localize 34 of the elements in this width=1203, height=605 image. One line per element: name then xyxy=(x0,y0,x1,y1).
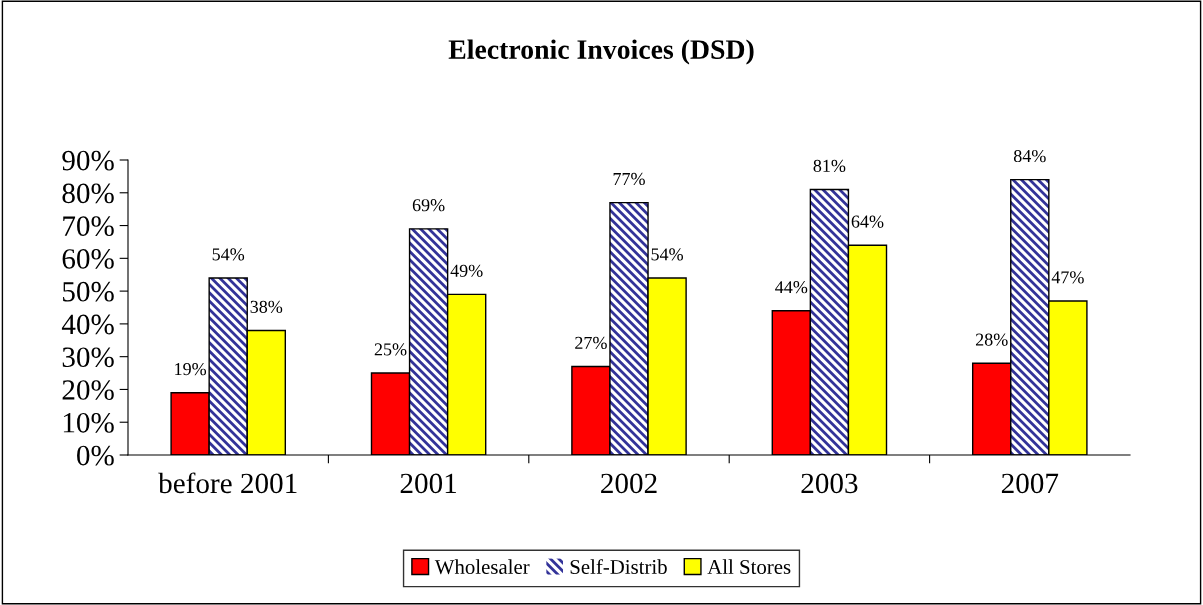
y-tick-label: 40% xyxy=(61,314,114,335)
chart-title: Electronic Invoices (DSD) xyxy=(448,39,754,65)
data-label: 54% xyxy=(651,248,684,261)
y-tick-label: 80% xyxy=(62,183,114,204)
data-label: 69% xyxy=(412,199,445,212)
data-label: 64% xyxy=(851,215,884,228)
y-tick-label: 90% xyxy=(62,150,114,171)
legend-label: Self-Distrib xyxy=(570,559,667,575)
data-label: 27% xyxy=(575,336,607,349)
x-tick-label: 2003 xyxy=(801,473,858,494)
x-tick-label: before 2001 xyxy=(158,472,297,494)
legend-label: Wholesaler xyxy=(434,559,530,575)
x-tick-label: 2007 xyxy=(1001,473,1059,494)
data-label: 44% xyxy=(775,281,808,294)
data-label: 28% xyxy=(975,333,1008,346)
y-tick-label: 60% xyxy=(62,249,114,269)
data-label: 77% xyxy=(613,172,645,186)
x-tick-label: 2001 xyxy=(400,473,457,494)
y-tick-label: 10% xyxy=(63,412,114,433)
data-label: 81% xyxy=(813,159,846,172)
legend-label: All Stores xyxy=(707,559,791,575)
data-label: 84% xyxy=(1013,149,1046,163)
y-tick-label: 70% xyxy=(63,216,114,237)
y-tick-label: 20% xyxy=(62,380,114,400)
y-tick-label: 30% xyxy=(62,347,114,368)
x-tick-label: 2002 xyxy=(601,473,657,494)
data-label: 25% xyxy=(374,343,407,356)
data-label: 19% xyxy=(175,362,207,376)
y-tick-label: 50% xyxy=(63,281,114,302)
data-label: 47% xyxy=(1051,271,1084,284)
data-label: 49% xyxy=(450,264,483,277)
data-label: 38% xyxy=(250,300,283,313)
y-tick-label: 0% xyxy=(77,445,114,466)
data-label: 54% xyxy=(212,248,245,261)
